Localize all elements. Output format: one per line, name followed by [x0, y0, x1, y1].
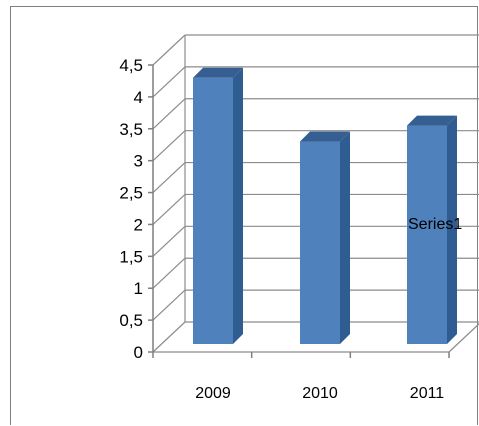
side-wall-gridline: [152, 162, 186, 193]
y-tick-label: 0: [134, 343, 143, 362]
bar-front-face: [193, 77, 233, 344]
side-wall-gridline: [152, 225, 186, 257]
chart-frame: [10, 6, 478, 425]
y-tick-label: 0,5: [119, 311, 143, 330]
side-wall-gridline: [152, 130, 186, 162]
legend-entry-series1: Series1: [408, 216, 462, 233]
side-wall-gridline: [152, 98, 186, 130]
y-tick-label: 2,5: [119, 184, 143, 203]
y-tick-label: 2: [134, 215, 143, 234]
side-wall-gridline: [152, 289, 186, 321]
bar-front-face: [300, 141, 340, 344]
bar-2010: [300, 131, 350, 344]
floor-right-edge: [448, 323, 479, 353]
bar-top-face: [407, 115, 457, 126]
y-tick-label: 1,5: [119, 247, 143, 266]
chart-legend: Series1: [408, 216, 462, 233]
y-tick-label: 3,5: [119, 120, 143, 139]
side-wall-gridline: [152, 66, 186, 98]
side-wall-gridline: [152, 257, 186, 289]
y-tick-label: 4,5: [119, 56, 143, 75]
chart-bars: [193, 67, 457, 344]
bar-top-face: [193, 67, 243, 78]
bar-side-face: [340, 131, 350, 344]
side-wall-gridline: [152, 194, 186, 225]
y-tick-label: 1: [134, 279, 143, 298]
x-tick-label-2009: 2009: [195, 385, 231, 402]
bar-side-face: [233, 67, 243, 344]
bar-2011: [407, 115, 457, 344]
bar-side-face: [447, 115, 457, 344]
bar-front-face: [407, 125, 447, 344]
y-axis-tick-labels: 0 0,5 1 1,5 2 2,5 3 3,5 4 4,5: [119, 56, 143, 362]
x-tick-label-2011: 2011: [410, 385, 445, 402]
y-tick-label: 3: [134, 152, 143, 171]
side-wall-gridline: [152, 321, 186, 353]
side-wall-gridline: [152, 34, 186, 66]
chart-axes: [148, 64, 450, 358]
bar-top-face: [300, 131, 350, 142]
x-axis-tick-labels: 2009 2010 2011: [195, 385, 444, 402]
x-tick-label-2010: 2010: [302, 385, 338, 402]
bar-2009: [193, 67, 243, 344]
y-tick-label: 4: [134, 88, 143, 107]
